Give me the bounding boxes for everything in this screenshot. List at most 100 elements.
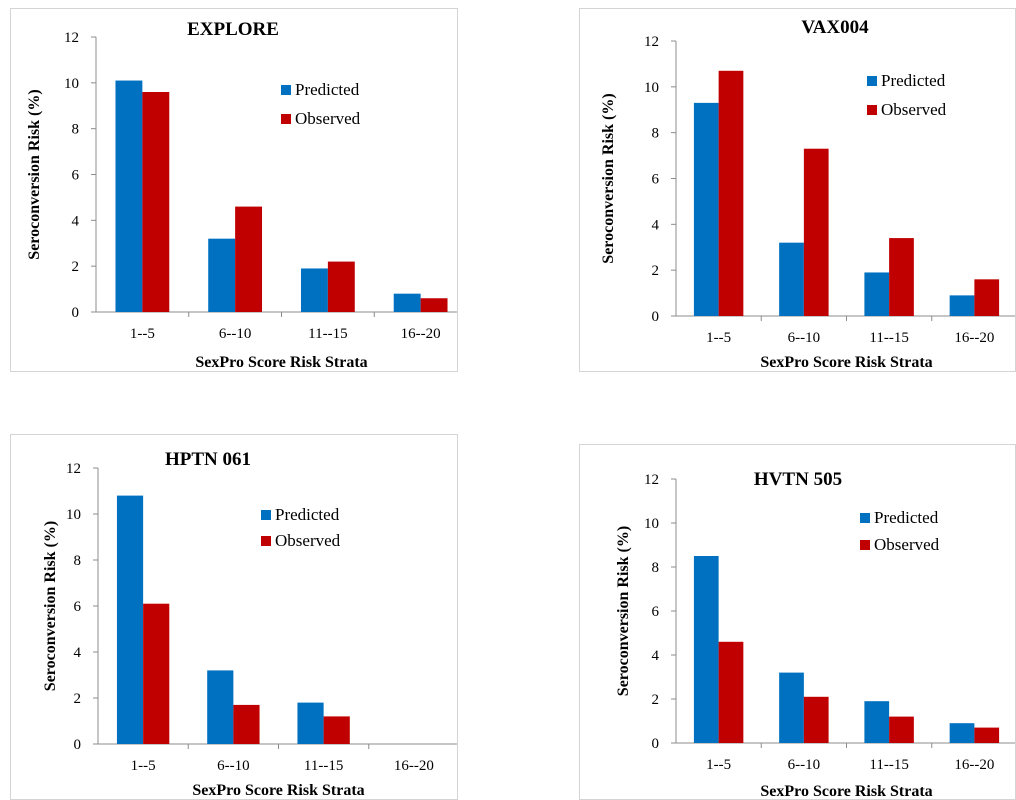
bar-observed	[974, 279, 1000, 316]
y-tick-label: 12	[644, 34, 659, 50]
y-tick-label: 6	[74, 599, 82, 615]
x-tick-label: 11--15	[308, 326, 347, 342]
y-tick-label: 6	[652, 172, 660, 188]
chart-explore: EXPLORE 0 2 4 6 8 10 12 1--5 6--10 11--15 16--20 Sex…	[10, 8, 458, 372]
y-tick-label: 4	[72, 213, 80, 229]
y-tick-label: 0	[652, 736, 660, 752]
x-tick-label: 11--15	[869, 757, 908, 773]
y-tick-label: 10	[644, 516, 659, 532]
bar-observed	[803, 696, 829, 743]
x-tick-label: 6--10	[788, 757, 821, 773]
y-tick-label: 12	[64, 30, 79, 46]
x-tick-label: 1--5	[131, 758, 156, 774]
bar-predicted	[949, 723, 975, 743]
y-axis-label: Seroconversion Risk (%)	[600, 93, 617, 263]
bar-predicted	[949, 295, 975, 316]
bar-observed	[327, 261, 355, 312]
chart-svg: HPTN 061 0 2 4 6 8 10 12 1--5 6--10 11--15 16--20 Se…	[42, 449, 457, 799]
bar-predicted	[864, 272, 890, 316]
bar-observed	[889, 238, 914, 316]
bar-predicted	[693, 556, 719, 743]
legend-swatch-observed	[261, 536, 271, 546]
chart-svg: HVTN 505 0 2 4 6 8 10 12 1--5 6--10 11--15 16--20 Se…	[615, 469, 1015, 799]
chart-title: EXPLORE	[187, 19, 279, 40]
legend-label-predicted: Predicted	[275, 505, 340, 524]
chart-title: HPTN 061	[165, 449, 251, 470]
y-tick-label: 10	[64, 76, 79, 92]
legend-label-observed: Observed	[881, 100, 947, 119]
x-tick-label: 6--10	[217, 758, 250, 774]
legend-swatch-predicted	[867, 76, 877, 86]
y-tick-label: 0	[652, 309, 660, 325]
chart-hptn-061: HPTN 061 0 2 4 6 8 10 12 1--5 6--10 11--15 16--20 Se…	[10, 434, 458, 800]
chart-svg: VAX004 0 2 4 6 8 10 12 1--5 6--10 11--15 16--20 SexP…	[600, 17, 1015, 371]
bar-predicted	[297, 702, 324, 744]
x-tick-label: 6--10	[788, 330, 821, 346]
bar-predicted	[116, 495, 144, 744]
y-tick-label: 0	[74, 737, 82, 753]
legend-label-observed: Observed	[874, 535, 940, 554]
y-tick-label: 8	[72, 122, 80, 138]
legend-label-observed: Observed	[275, 531, 341, 550]
y-tick-label: 12	[66, 461, 81, 477]
x-axis-label: SexPro Score Risk Strata	[760, 354, 932, 371]
x-tick-label: 16--20	[401, 326, 441, 342]
bar-observed	[718, 641, 744, 743]
legend-label-predicted: Predicted	[295, 80, 360, 99]
bar-observed	[323, 716, 350, 744]
x-tick-label: 1--5	[130, 326, 155, 342]
x-tick-label: 11--15	[869, 330, 908, 346]
chart-hvtn-505: HVTN 505 0 2 4 6 8 10 12 1--5 6--10 11--15 16--20 Se…	[579, 444, 1016, 800]
y-tick-label: 4	[652, 217, 660, 233]
x-axis-label: SexPro Score Risk Strata	[760, 783, 932, 799]
bar-predicted	[693, 102, 719, 316]
y-tick-label: 2	[74, 691, 82, 707]
y-tick-label: 2	[72, 259, 80, 275]
legend: Predicted Observed	[867, 71, 947, 119]
y-tick-label: 4	[652, 648, 660, 664]
legend-swatch-observed	[860, 540, 870, 550]
y-tick-label: 8	[652, 560, 660, 576]
legend-swatch-observed	[867, 105, 877, 115]
legend-label-observed: Observed	[295, 109, 361, 128]
x-tick-label: 16--20	[954, 757, 994, 773]
legend: Predicted Observed	[281, 80, 361, 128]
x-axis-label: SexPro Score Risk Strata	[192, 782, 364, 799]
x-tick-label: 11--15	[304, 758, 343, 774]
legend-label-predicted: Predicted	[874, 508, 939, 527]
y-tick-label: 8	[74, 553, 82, 569]
chart-title: VAX004	[801, 17, 869, 38]
legend-swatch-predicted	[860, 513, 870, 523]
y-tick-label: 2	[652, 692, 660, 708]
y-axis-label: Seroconversion Risk (%)	[26, 89, 43, 259]
bar-predicted	[208, 238, 236, 312]
y-tick-label: 6	[72, 168, 80, 184]
y-tick-label: 4	[74, 645, 82, 661]
y-tick-label: 12	[644, 472, 659, 488]
x-axis-label: SexPro Score Risk Strata	[195, 354, 367, 371]
x-tick-label: 1--5	[706, 330, 731, 346]
y-tick-label: 8	[652, 126, 660, 142]
bar-predicted	[779, 242, 804, 316]
bar-predicted	[207, 670, 234, 744]
legend-swatch-observed	[281, 114, 291, 124]
y-axis-label: Seroconversion Risk (%)	[42, 521, 59, 691]
bar-observed	[889, 716, 914, 743]
bar-observed	[143, 603, 170, 744]
bar-predicted	[300, 268, 328, 312]
bar-predicted	[115, 80, 143, 313]
legend-swatch-predicted	[281, 85, 291, 95]
chart-svg: EXPLORE 0 2 4 6 8 10 12 1--5 6--10 11--15 16--20 Sex…	[26, 19, 457, 371]
bar-predicted	[779, 672, 804, 743]
bar-predicted	[864, 701, 890, 743]
legend-swatch-predicted	[261, 510, 271, 520]
chart-title: HVTN 505	[754, 469, 842, 490]
bar-observed	[142, 92, 170, 312]
x-tick-label: 16--20	[954, 330, 994, 346]
bar-observed	[974, 727, 1000, 743]
x-tick-label: 1--5	[706, 757, 731, 773]
bar-observed	[233, 704, 260, 744]
chart-vax004: VAX004 0 2 4 6 8 10 12 1--5 6--10 11--15 16--20 SexP…	[579, 8, 1016, 372]
y-tick-label: 6	[652, 604, 660, 620]
y-tick-label: 2	[652, 263, 660, 279]
